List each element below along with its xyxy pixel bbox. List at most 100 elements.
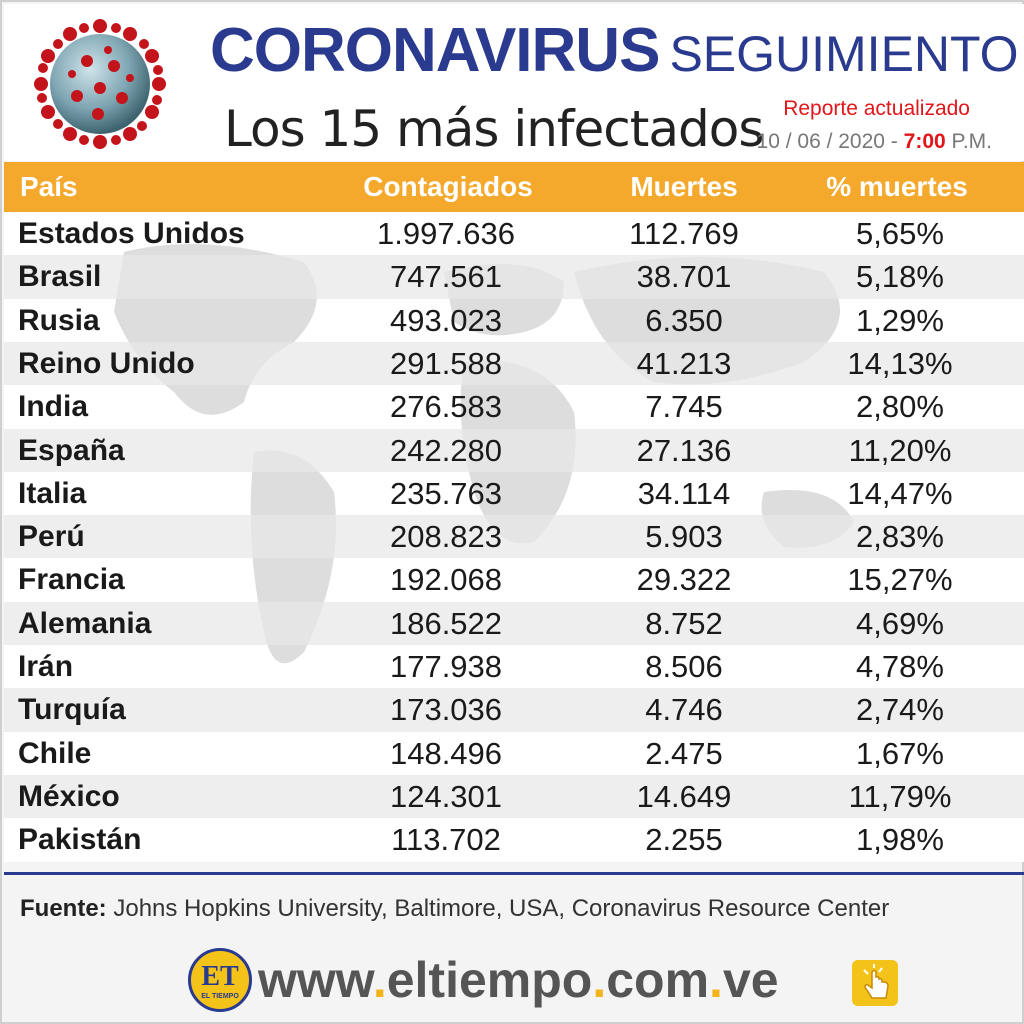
cell-deaths: 14.649 (636, 778, 732, 814)
cell-pct: 1,67% (856, 735, 944, 771)
cell-pct: 1,98% (856, 822, 944, 858)
table-row: Pakistán 113.702 2.255 1,98% (4, 818, 1024, 861)
cell-pct: 4,69% (856, 605, 944, 641)
table-row: Perú 208.823 5.903 2,83% (4, 515, 1024, 559)
cell-cases: 192.068 (389, 562, 503, 598)
cell-pct: 2,74% (856, 692, 944, 728)
coronavirus-icon (34, 19, 166, 149)
cell-country: México (18, 779, 120, 813)
logo-small-text: EL TIEMPO (201, 993, 239, 1000)
time-text: 7:00 (903, 130, 946, 153)
cell-pct: 5,18% (856, 259, 944, 295)
cell-cases: 1.997.636 (377, 216, 515, 251)
cell-deaths: 2.475 (645, 735, 723, 771)
cell-cases: 235.763 (389, 475, 503, 511)
cell-cases: 148.496 (389, 735, 503, 771)
cell-cases: 291.588 (389, 345, 503, 381)
date-text: 10 / 06 / 2020 - (756, 130, 898, 153)
source-text: Johns Hopkins University, Baltimore, USA… (113, 895, 890, 922)
url-part-2: eltiempo (386, 952, 593, 1008)
cell-pct: 2,80% (856, 389, 944, 425)
cell-deaths: 7.745 (645, 389, 723, 425)
cell-deaths: 8.506 (645, 649, 723, 684)
cell-pct: 4,78% (856, 649, 944, 684)
website-link[interactable]: www.eltiempo.com.ve (258, 948, 779, 1012)
cell-country: Italia (18, 476, 87, 510)
cell-pct: 11,79% (848, 778, 952, 814)
cell-cases: 747.561 (389, 259, 503, 295)
table-header: País Contagiados Muertes % muertes (4, 162, 1024, 212)
et-logo[interactable]: ET EL TIEMPO (188, 948, 252, 1012)
cell-pct: 2,83% (856, 519, 944, 555)
cell-country: España (18, 433, 125, 467)
column-header-country: País (20, 171, 78, 202)
title-word-1: Coronavirus (210, 16, 660, 85)
cell-pct: 14,47% (847, 475, 953, 511)
table-row: Turquía 173.036 4.746 2,74% (4, 688, 1024, 732)
title-word-2: Seguimiento (669, 26, 1019, 82)
cell-country: Pakistán (18, 823, 142, 857)
cell-cases: 173.036 (389, 692, 503, 728)
cell-cases: 124.301 (389, 778, 503, 814)
url-dot-2: . (592, 952, 607, 1008)
url-dot-1: . (372, 952, 387, 1008)
cell-cases: 208.823 (389, 519, 503, 555)
source-label: Fuente: (20, 895, 107, 922)
period-text: P.M. (951, 130, 992, 153)
table-row: Italia 235.763 34.114 14,47% (4, 472, 1024, 515)
cell-country: Perú (18, 520, 85, 554)
cell-deaths: 4.746 (645, 692, 723, 728)
cell-country: Brasil (18, 260, 102, 294)
cell-pct: 11,20% (848, 432, 952, 468)
url-part-4: ve (722, 952, 779, 1008)
cell-deaths: 6.350 (645, 302, 723, 338)
cell-country: India (18, 390, 89, 424)
cell-pct: 14,13% (847, 345, 953, 381)
cell-cases: 493.023 (389, 302, 503, 338)
cell-cases: 276.583 (389, 389, 503, 425)
cell-country: Francia (18, 563, 125, 597)
cell-deaths: 29.322 (636, 562, 732, 598)
table-row: España 242.280 27.136 11,20% (4, 428, 1024, 472)
cell-deaths: 38.701 (636, 259, 732, 295)
cell-pct: 5,65% (856, 216, 944, 251)
subtitle: Los 15 más infectados (224, 100, 764, 158)
header: Coronavirus Seguimiento Los 15 más infect… (4, 4, 1024, 161)
cell-country: Alemania (18, 606, 152, 640)
cell-deaths: 8.752 (645, 605, 723, 641)
cell-deaths: 34.114 (637, 475, 731, 511)
cell-country: Chile (18, 736, 92, 770)
cell-cases: 177.938 (389, 649, 503, 684)
cell-country: Rusia (18, 303, 100, 337)
table-row: Alemania 186.522 8.752 4,69% (4, 601, 1024, 645)
url-part-1: www (258, 952, 373, 1008)
cell-cases: 186.522 (389, 605, 503, 641)
table-row: Irán 177.938 8.506 4,78% (4, 645, 1024, 688)
table-row: Brasil 747.561 38.701 5,18% (4, 255, 1024, 299)
report-date: 10 / 06 / 2020 - 7:00 P.M. (757, 131, 992, 152)
cell-country: Irán (18, 650, 74, 683)
report-label: Reporte actualizado (783, 97, 970, 120)
table-row: Francia 192.068 29.322 15,27% (4, 558, 1024, 601)
cell-pct: 1,29% (856, 302, 944, 338)
cell-deaths: 5.903 (645, 519, 723, 555)
cell-deaths: 27.136 (636, 432, 732, 468)
table-row: Rusia 493.023 6.350 1,29% (4, 299, 1024, 342)
column-header-cases: Contagiados (363, 171, 533, 202)
table-row: India 276.583 7.745 2,80% (4, 385, 1024, 428)
cell-deaths: 41.213 (636, 345, 732, 381)
cell-cases: 113.702 (391, 822, 501, 858)
hand-click-icon (852, 960, 898, 1006)
source-note: Fuente: Johns Hopkins University, Baltim… (20, 895, 889, 923)
cell-cases: 242.280 (389, 432, 503, 468)
cell-country: Turquía (18, 693, 126, 727)
column-header-pct: % muertes (826, 171, 968, 202)
table-row: Estados Unidos 1.997.636 112.769 5,65% (4, 212, 1024, 255)
divider (4, 872, 1024, 875)
table-row: México 124.301 14.649 11,79% (4, 774, 1024, 819)
table-body: Estados Unidos 1.997.636 112.769 5,65% Brasi… (4, 212, 1024, 862)
page-title: Coronavirus Seguimiento (210, 20, 1019, 82)
cell-pct: 15,27% (847, 562, 953, 598)
table-row: Reino Unido 291.588 41.213 14,13% (4, 341, 1024, 386)
url-part-3: com (606, 952, 710, 1008)
